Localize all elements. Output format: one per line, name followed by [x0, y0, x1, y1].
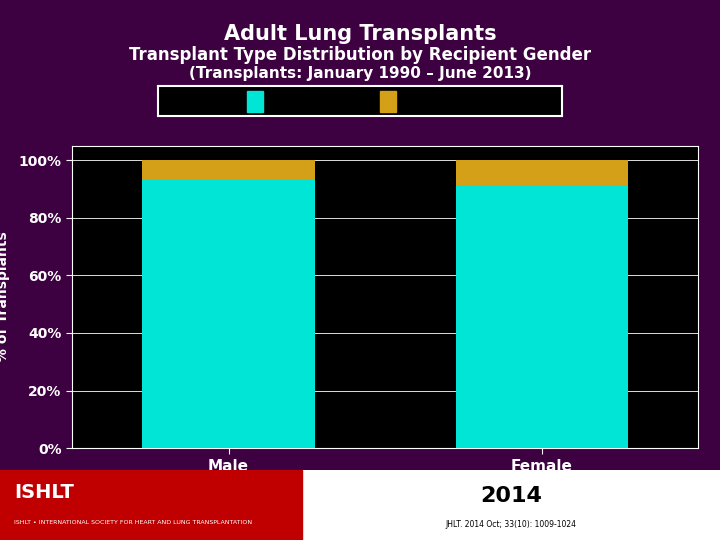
Bar: [143, 179, 315, 448]
Text: ISHLT: ISHLT: [14, 483, 74, 502]
Bar: [0, 470, 302, 540]
Text: Adult Lung Transplants: Adult Lung Transplants: [224, 24, 496, 44]
Bar: [247, 91, 264, 112]
Text: (Transplants: January 1990 – June 2013): (Transplants: January 1990 – June 2013): [189, 66, 531, 81]
Bar: [456, 160, 628, 185]
Text: JHLT. 2014 Oct; 33(10): 1009-1024: JHLT. 2014 Oct; 33(10): 1009-1024: [446, 520, 577, 529]
Bar: [456, 185, 628, 448]
Text: 2014: 2014: [480, 487, 542, 507]
Text: ISHLT • INTERNATIONAL SOCIETY FOR HEART AND LUNG TRANSPLANTATION: ISHLT • INTERNATIONAL SOCIETY FOR HEART …: [14, 520, 253, 525]
Text: Transplant Type Distribution by Recipient Gender: Transplant Type Distribution by Recipien…: [129, 46, 591, 64]
Bar: [380, 91, 396, 112]
Bar: [143, 160, 315, 179]
Y-axis label: % of Transplants: % of Transplants: [0, 232, 10, 362]
